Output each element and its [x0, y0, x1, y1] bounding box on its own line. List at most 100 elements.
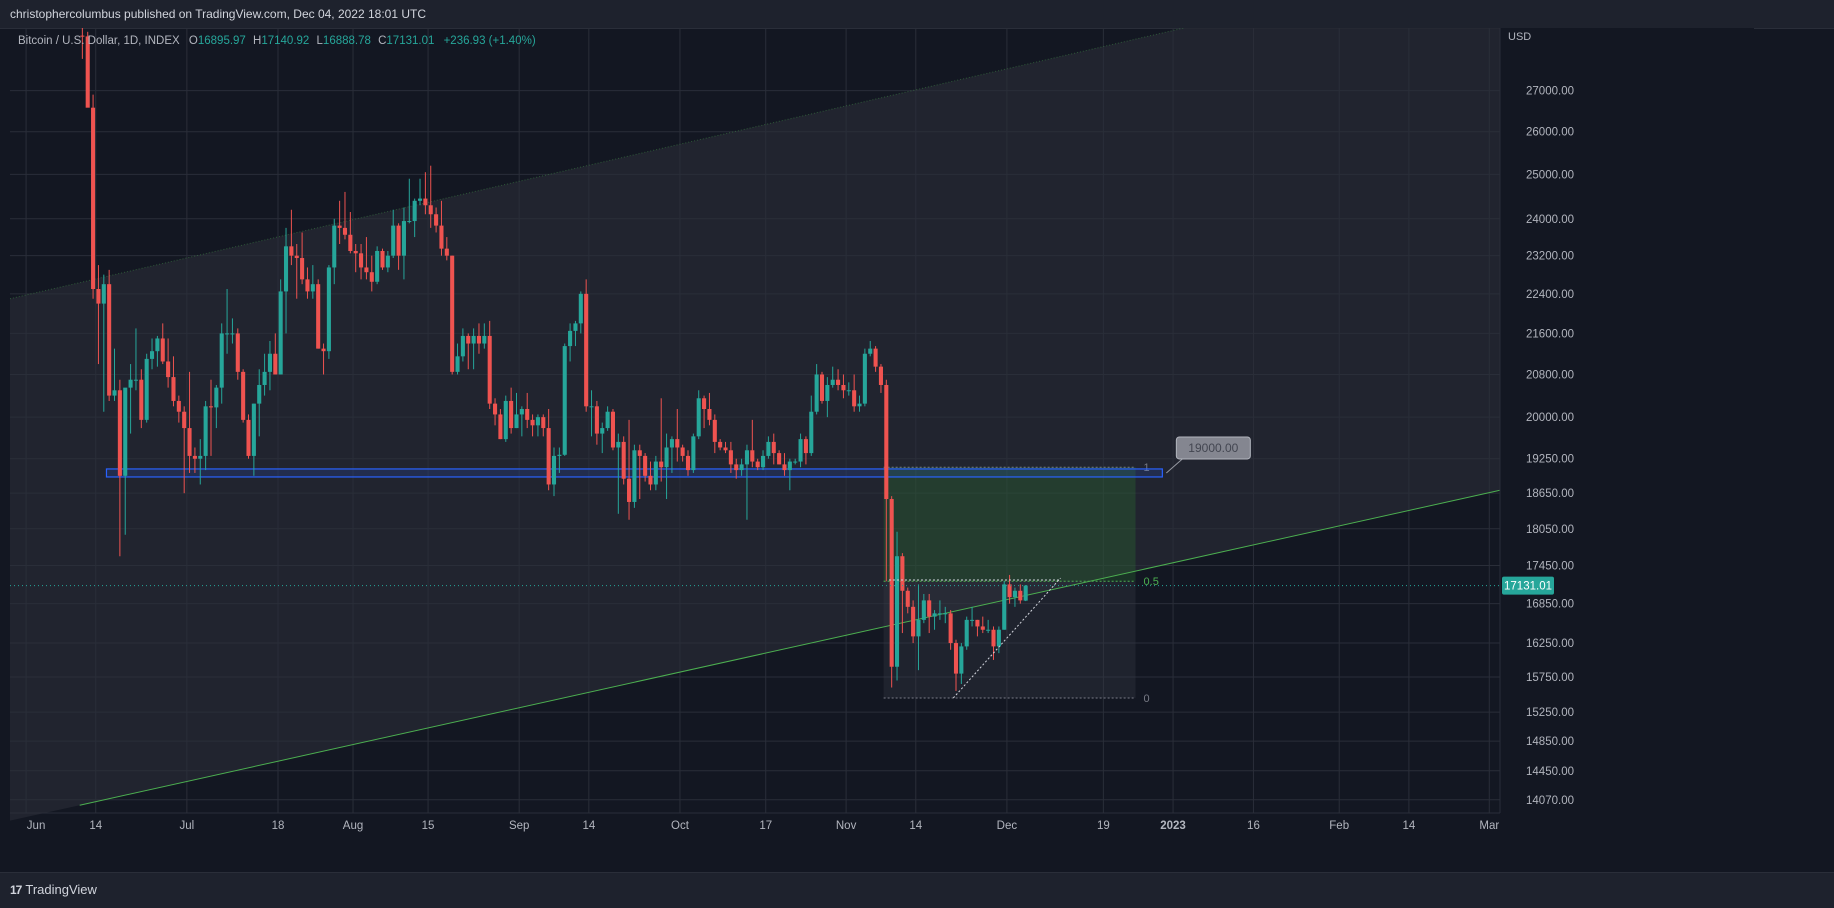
candle-body[interactable]: [482, 335, 487, 344]
candle-body[interactable]: [707, 409, 712, 420]
candle-body[interactable]: [803, 439, 808, 454]
candle-body[interactable]: [117, 390, 122, 476]
candle-body[interactable]: [584, 293, 589, 407]
candle-body[interactable]: [460, 335, 465, 357]
candle-body[interactable]: [728, 450, 733, 465]
candle-body[interactable]: [986, 629, 991, 631]
candle-body[interactable]: [342, 227, 348, 235]
candle-body[interactable]: [659, 461, 664, 468]
candle-body[interactable]: [257, 384, 262, 404]
candle-body[interactable]: [359, 253, 364, 268]
candle-body[interactable]: [396, 225, 401, 256]
candle-body[interactable]: [836, 379, 841, 385]
candle-body[interactable]: [557, 454, 562, 456]
candle-body[interactable]: [562, 346, 567, 455]
candle-body[interactable]: [771, 441, 776, 454]
candle-body[interactable]: [766, 441, 771, 456]
candle-body[interactable]: [841, 384, 846, 391]
candle-body[interactable]: [401, 221, 406, 256]
candle-body[interactable]: [991, 629, 996, 647]
candle-body[interactable]: [761, 455, 766, 468]
candle-body[interactable]: [546, 428, 551, 485]
candle-body[interactable]: [208, 406, 214, 408]
candle-body[interactable]: [943, 613, 948, 615]
candle-body[interactable]: [777, 453, 782, 465]
candle-body[interactable]: [589, 406, 594, 408]
candle-body[interactable]: [921, 600, 926, 620]
candle-body[interactable]: [541, 417, 546, 429]
candle-body[interactable]: [107, 284, 112, 396]
callout-box[interactable]: [1175, 436, 1251, 460]
candle-body[interactable]: [305, 279, 310, 292]
candle-body[interactable]: [878, 366, 883, 385]
candle-body[interactable]: [600, 428, 605, 434]
candle-body[interactable]: [578, 293, 583, 324]
candle-body[interactable]: [675, 439, 680, 448]
candle-body[interactable]: [798, 439, 803, 462]
candle-body[interactable]: [750, 450, 755, 462]
candle-body[interactable]: [594, 406, 599, 434]
candle-body[interactable]: [970, 619, 975, 621]
candle-body[interactable]: [235, 333, 240, 372]
candle-body[interactable]: [444, 248, 449, 256]
candle-body[interactable]: [423, 198, 428, 206]
candle-body[interactable]: [514, 414, 519, 429]
candle-body[interactable]: [128, 379, 133, 388]
candle-body[interactable]: [332, 225, 337, 268]
candle-body[interactable]: [1023, 585, 1028, 601]
candle-body[interactable]: [712, 419, 717, 442]
candle-body[interactable]: [251, 403, 256, 456]
candle-body[interactable]: [348, 234, 353, 251]
candle-body[interactable]: [123, 387, 128, 476]
candle-body[interactable]: [643, 455, 648, 476]
candle-body[interactable]: [273, 353, 278, 375]
candle-body[interactable]: [809, 411, 814, 454]
candle-body[interactable]: [503, 400, 508, 440]
candle-body[interactable]: [385, 255, 390, 268]
candle-body[interactable]: [691, 436, 696, 471]
wedge-support-line[interactable]: [952, 577, 1061, 699]
candle-body[interactable]: [868, 348, 873, 354]
candle-body[interactable]: [112, 390, 117, 396]
candle-body[interactable]: [187, 428, 192, 456]
candle-body[interactable]: [230, 333, 235, 335]
candle-body[interactable]: [696, 398, 701, 437]
candle-body[interactable]: [519, 409, 524, 415]
candle-body[interactable]: [80, 35, 85, 37]
candle-body[interactable]: [391, 225, 396, 256]
candle-body[interactable]: [702, 398, 707, 410]
candle-body[interactable]: [144, 358, 149, 420]
candle-body[interactable]: [203, 406, 208, 456]
candle-body[interactable]: [133, 379, 138, 381]
candle-body[interactable]: [535, 417, 540, 426]
candle-body[interactable]: [814, 374, 819, 412]
candle-body[interactable]: [937, 613, 942, 615]
candle-body[interactable]: [369, 272, 374, 282]
candle-body[interactable]: [857, 403, 862, 407]
candle-body[interactable]: [900, 556, 905, 591]
candle-body[interactable]: [830, 379, 835, 385]
candle-body[interactable]: [316, 284, 321, 349]
candle-body[interactable]: [428, 205, 433, 215]
candle-body[interactable]: [927, 600, 932, 617]
candle-body[interactable]: [417, 198, 423, 201]
candle-body[interactable]: [959, 646, 964, 674]
candle-body[interactable]: [171, 377, 176, 401]
candle-body[interactable]: [225, 333, 230, 335]
tradingview-logo[interactable]: 17 TradingView: [10, 882, 97, 897]
candle-body[interactable]: [568, 330, 573, 347]
candle-body[interactable]: [734, 464, 739, 471]
candle-body[interactable]: [648, 475, 653, 485]
candle-body[interactable]: [155, 338, 160, 352]
candle-body[interactable]: [964, 619, 969, 647]
price-chart[interactable]: 1 0.5 0 19000.00 USD 27000.00 26000.00 25000.00…: [10, 28, 1754, 844]
candle-body[interactable]: [160, 338, 165, 362]
candle-body[interactable]: [530, 419, 535, 426]
candle-body[interactable]: [149, 351, 155, 359]
candle-body[interactable]: [793, 461, 798, 463]
candle-body[interactable]: [85, 36, 90, 108]
candle-body[interactable]: [1007, 584, 1012, 598]
candle-body[interactable]: [680, 447, 685, 456]
candle-body[interactable]: [337, 225, 342, 228]
candle-body[interactable]: [605, 411, 610, 429]
